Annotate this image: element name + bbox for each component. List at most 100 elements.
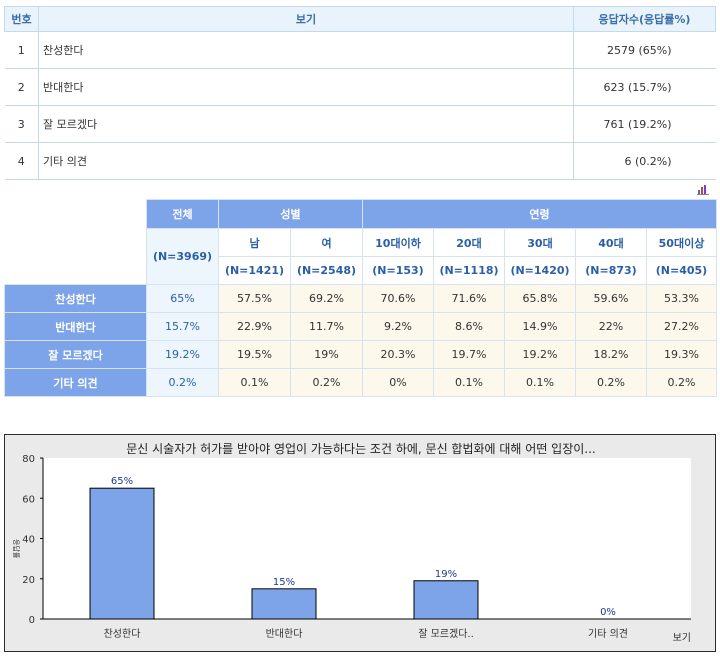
column-label-30s: 30대 bbox=[504, 228, 576, 257]
column-n-male: (N=1421) bbox=[218, 256, 291, 285]
crosstab-cell: 0.2% bbox=[646, 368, 717, 397]
crosstab-cell: 19.3% bbox=[646, 340, 717, 369]
crosstab-row-label: 잘 모르겠다 bbox=[4, 340, 147, 369]
column-label-50s: 50대이상 bbox=[646, 228, 717, 257]
table-row: 2 반대한다 623 (15.7%) bbox=[4, 68, 716, 106]
crosstab-cell: 27.2% bbox=[646, 312, 717, 341]
crosstab-cell: 0.1% bbox=[504, 368, 576, 397]
column-n-40s: (N=873) bbox=[575, 256, 647, 285]
crosstab-cell: 19% bbox=[290, 340, 363, 369]
bar-chart-icon[interactable] bbox=[697, 184, 709, 195]
bar-value-label: 0% bbox=[600, 607, 616, 618]
response-table-header: 번호 보기 응답자수(응답률%) bbox=[4, 6, 716, 32]
x-tick-label: 잘 모르겠다.. bbox=[418, 628, 474, 640]
chart-title: 문신 시술자가 허가를 받아야 영업이 가능하다는 조건 하에, 문신 합법화에… bbox=[126, 442, 596, 456]
crosstab-cell: 22% bbox=[575, 312, 647, 341]
crosstab-cell: 69.2% bbox=[290, 284, 363, 313]
chart-panel: 문신 시술자가 허가를 받아야 영업이 가능하다는 조건 하에, 문신 합법화에… bbox=[4, 434, 716, 652]
crosstab-cell: 22.9% bbox=[218, 312, 291, 341]
bar-value-label: 65% bbox=[111, 476, 133, 487]
x-tick-label: 기타 의견 bbox=[588, 628, 628, 640]
crosstab-total-n: (N=3969) bbox=[146, 228, 219, 285]
table-row: 기타 의견 0.2% 0.1% 0.2% 0% 0.1% 0.1% 0.2% 0… bbox=[4, 368, 717, 397]
crosstab-row-total: 15.7% bbox=[146, 312, 219, 341]
x-axis-label: 보기 bbox=[673, 632, 691, 644]
crosstab-cell: 9.2% bbox=[362, 312, 434, 341]
row-label: 반대한다 bbox=[38, 68, 574, 106]
column-label-20s: 20대 bbox=[433, 228, 505, 257]
column-n-30s: (N=1420) bbox=[504, 256, 576, 285]
table-row: 찬성한다 65% 57.5% 69.2% 70.6% 71.6% 65.8% 5… bbox=[4, 284, 717, 313]
crosstab-cell: 0.2% bbox=[575, 368, 647, 397]
crosstab-cell: 59.6% bbox=[575, 284, 647, 313]
y-tick-label: 40 bbox=[22, 535, 35, 546]
crosstab-cell: 19.7% bbox=[433, 340, 505, 369]
crosstab-cell: 0.1% bbox=[218, 368, 291, 397]
crosstab-cell: 0% bbox=[362, 368, 434, 397]
row-num: 1 bbox=[4, 31, 39, 69]
crosstab-row-label: 찬성한다 bbox=[4, 284, 147, 313]
x-tick-label: 반대한다 bbox=[266, 628, 303, 640]
crosstab-cell: 71.6% bbox=[433, 284, 505, 313]
crosstab-row-total: 19.2% bbox=[146, 340, 219, 369]
crosstab-row-total: 65% bbox=[146, 284, 219, 313]
bar-chart: 0 20 40 60 80 응답률 65% 찬성한다 15% 반대한다 19% 잘 모르겠다.. 0% 기… bbox=[12, 454, 691, 644]
y-tick-label: 20 bbox=[22, 575, 35, 586]
crosstab-row-label: 기타 의견 bbox=[4, 368, 147, 397]
column-n-female: (N=2548) bbox=[290, 256, 363, 285]
crosstab-cell: 19.5% bbox=[218, 340, 291, 369]
crosstab-cell: 0.1% bbox=[433, 368, 505, 397]
crosstab-corner bbox=[4, 199, 147, 285]
response-table: 번호 보기 응답자수(응답률%) 1 찬성한다 2579 (65%) 2 반대한… bbox=[4, 6, 716, 180]
y-tick-label: 60 bbox=[22, 494, 35, 505]
crosstab-cell: 20.3% bbox=[362, 340, 434, 369]
crosstab-cell: 57.5% bbox=[218, 284, 291, 313]
column-label-male: 남 bbox=[218, 228, 291, 257]
column-label-female: 여 bbox=[290, 228, 363, 257]
table-row: 4 기타 의견 6 (0.2%) bbox=[4, 142, 716, 180]
column-label-40s: 40대 bbox=[575, 228, 647, 257]
header-num: 번호 bbox=[4, 6, 39, 32]
bar bbox=[89, 487, 155, 620]
row-count: 6 (0.2%) bbox=[573, 142, 716, 180]
crosstab-cell: 0.2% bbox=[290, 368, 363, 397]
table-row: 1 찬성한다 2579 (65%) bbox=[4, 31, 716, 69]
header-count: 응답자수(응답률%) bbox=[573, 6, 716, 32]
row-count: 761 (19.2%) bbox=[573, 105, 716, 143]
crosstab-cell: 11.7% bbox=[290, 312, 363, 341]
row-label: 찬성한다 bbox=[38, 31, 574, 69]
crosstab-cell: 8.6% bbox=[433, 312, 505, 341]
row-count: 623 (15.7%) bbox=[573, 68, 716, 106]
crosstab-cell: 14.9% bbox=[504, 312, 576, 341]
crosstab-cell: 19.2% bbox=[504, 340, 576, 369]
row-num: 3 bbox=[4, 105, 39, 143]
column-n-teens: (N=153) bbox=[362, 256, 434, 285]
row-num: 4 bbox=[4, 142, 39, 180]
crosstab-table: 전체 성별 연령 (N=3969) 남 여 10대이하 20대 30대 40대 … bbox=[4, 199, 717, 397]
bar bbox=[251, 588, 317, 620]
crosstab-total-header: 전체 bbox=[146, 199, 219, 229]
y-tick-label: 80 bbox=[22, 454, 35, 465]
bar-value-label: 19% bbox=[435, 569, 457, 580]
row-count: 2579 (65%) bbox=[573, 31, 716, 69]
y-tick-label: 0 bbox=[29, 615, 35, 626]
crosstab-row-label: 반대한다 bbox=[4, 312, 147, 341]
y-axis-label: 응답률 bbox=[12, 539, 21, 559]
column-n-50s: (N=405) bbox=[646, 256, 717, 285]
header-option: 보기 bbox=[38, 6, 574, 32]
x-tick-label: 찬성한다 bbox=[104, 628, 141, 640]
table-row: 반대한다 15.7% 22.9% 11.7% 9.2% 8.6% 14.9% 2… bbox=[4, 312, 717, 341]
crosstab-cell: 18.2% bbox=[575, 340, 647, 369]
bar bbox=[413, 580, 479, 620]
row-label: 잘 모르겠다 bbox=[38, 105, 574, 143]
crosstab-cell: 65.8% bbox=[504, 284, 576, 313]
table-row: 잘 모르겠다 19.2% 19.5% 19% 20.3% 19.7% 19.2%… bbox=[4, 340, 717, 369]
column-n-20s: (N=1118) bbox=[433, 256, 505, 285]
crosstab-cell: 53.3% bbox=[646, 284, 717, 313]
crosstab-age-header: 연령 bbox=[362, 199, 717, 229]
row-label: 기타 의견 bbox=[38, 142, 574, 180]
crosstab-gender-header: 성별 bbox=[218, 199, 363, 229]
crosstab-row-total: 0.2% bbox=[146, 368, 219, 397]
bar-value-label: 15% bbox=[273, 577, 295, 588]
table-row: 3 잘 모르겠다 761 (19.2%) bbox=[4, 105, 716, 143]
